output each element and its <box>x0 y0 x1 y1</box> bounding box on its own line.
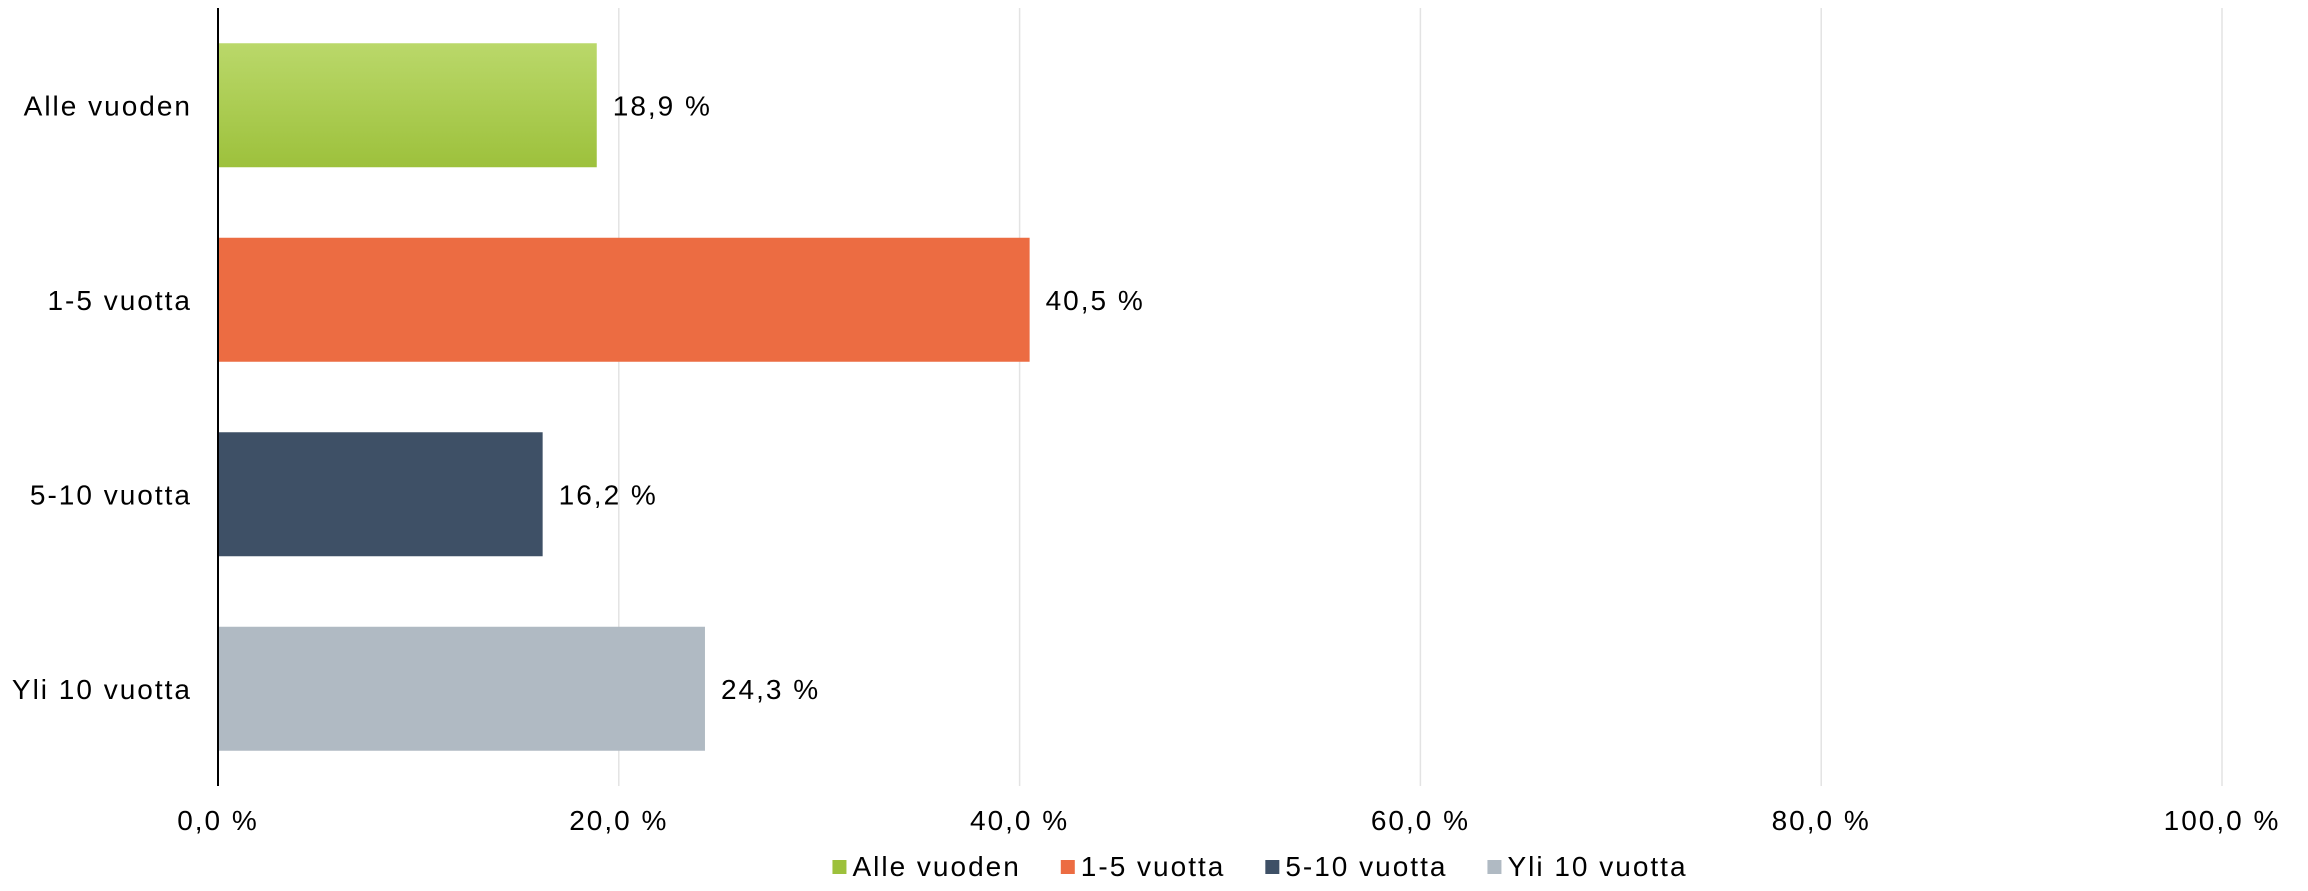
category-label: 1-5 vuotta <box>47 285 192 316</box>
category-label: Alle vuoden <box>24 90 192 121</box>
value-label: 18,9 % <box>613 90 712 121</box>
legend: Alle vuoden 1-5 vuotta 5-10 vuotta Yli 10 v… <box>832 851 1687 882</box>
bar-2 <box>218 237 1030 362</box>
legend-label: 5-10 vuotta <box>1285 851 1447 882</box>
x-tick-label: 80,0 % <box>1772 805 1871 836</box>
legend-swatch <box>1060 860 1075 874</box>
legend-label: Alle vuoden <box>852 851 1020 882</box>
legend-label: Yli 10 vuotta <box>1507 851 1687 882</box>
legend-swatch <box>1487 860 1502 874</box>
x-tick-label: 20,0 % <box>569 805 668 836</box>
labels: 0,0 % 20,0 % 40,0 % 60,0 % 80,0 % 100,0 % Alle… <box>12 90 2281 836</box>
category-label: Yli 10 vuotta <box>12 674 192 705</box>
value-label: 24,3 % <box>721 674 820 705</box>
value-label: 40,5 % <box>1046 285 1145 316</box>
category-label: 5-10 vuotta <box>30 479 192 510</box>
x-tick-label: 100,0 % <box>2164 805 2281 836</box>
legend-swatch <box>1265 860 1280 874</box>
gridlines <box>618 8 2223 786</box>
legend-swatch <box>832 860 847 874</box>
bar-4 <box>218 626 705 751</box>
x-tick-label: 40,0 % <box>970 805 1069 836</box>
value-label: 16,2 % <box>559 479 658 510</box>
legend-label: 1-5 vuotta <box>1081 851 1226 882</box>
bar-3 <box>218 432 543 557</box>
x-tick-label: 60,0 % <box>1371 805 1470 836</box>
bars <box>218 43 1030 751</box>
x-tick-label: 0,0 % <box>177 805 259 836</box>
bar-1 <box>218 43 597 168</box>
